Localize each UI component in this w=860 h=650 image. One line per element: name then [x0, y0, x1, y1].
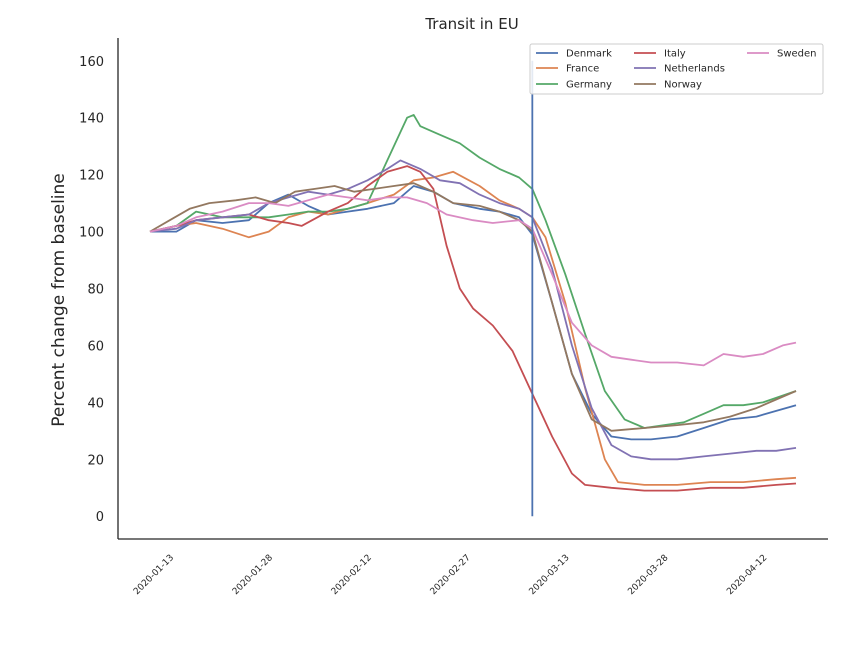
x-tick-label: 2020-02-12 — [330, 553, 374, 597]
plot-area — [149, 60, 797, 517]
legend-item-france: France — [536, 64, 599, 75]
legend-label: Denmark — [566, 49, 612, 60]
chart-title: Transit in EU — [424, 15, 518, 33]
legend-label: Sweden — [777, 49, 817, 60]
x-tick-label: 2020-04-12 — [725, 553, 769, 597]
x-tick-label: 2020-02-27 — [429, 553, 473, 597]
legend-item-italy: Italy — [634, 49, 686, 60]
y-tick-label: 60 — [87, 339, 104, 354]
x-tick-label: 2020-01-13 — [132, 553, 176, 597]
legend-item-netherlands: Netherlands — [634, 64, 725, 75]
y-tick-label: 160 — [79, 55, 104, 70]
y-axis-label: Percent change from baseline — [49, 173, 69, 427]
series-line-denmark — [150, 185, 797, 441]
axes: 0 20 40 60 80 100 120 140 160 2020-01-13 2020-01-2… — [79, 38, 828, 597]
legend-label: Norway — [664, 80, 702, 91]
legend-item-denmark: Denmark — [536, 49, 612, 60]
y-tick-label: 120 — [79, 169, 104, 184]
legend-label: Italy — [664, 49, 686, 60]
series-line-norway — [149, 182, 797, 432]
y-tick-label: 0 — [96, 510, 104, 525]
y-tick-label: 40 — [87, 396, 104, 411]
y-tick-label: 140 — [79, 112, 104, 127]
legend-box — [529, 43, 824, 95]
x-tick-label: 2020-03-13 — [528, 553, 572, 597]
y-tick-label: 100 — [79, 226, 104, 241]
series-line-italy — [149, 165, 797, 492]
x-tick-label: 2020-03-28 — [626, 553, 670, 597]
legend-label: France — [566, 64, 599, 75]
legend: Denmark France Germany Italy Netherlands Norw… — [529, 43, 824, 95]
series-line-germany — [149, 114, 797, 429]
series-line-sweden — [149, 193, 797, 367]
legend-item-norway: Norway — [634, 80, 702, 91]
legend-item-sweden: Sweden — [747, 49, 817, 60]
y-tick-label: 20 — [87, 453, 104, 468]
series-line-france — [149, 170, 797, 486]
y-tick-label: 80 — [87, 283, 104, 298]
legend-label: Germany — [566, 80, 612, 91]
x-tick-label: 2020-01-28 — [231, 553, 275, 597]
legend-label: Netherlands — [664, 64, 725, 75]
legend-item-germany: Germany — [536, 80, 612, 91]
